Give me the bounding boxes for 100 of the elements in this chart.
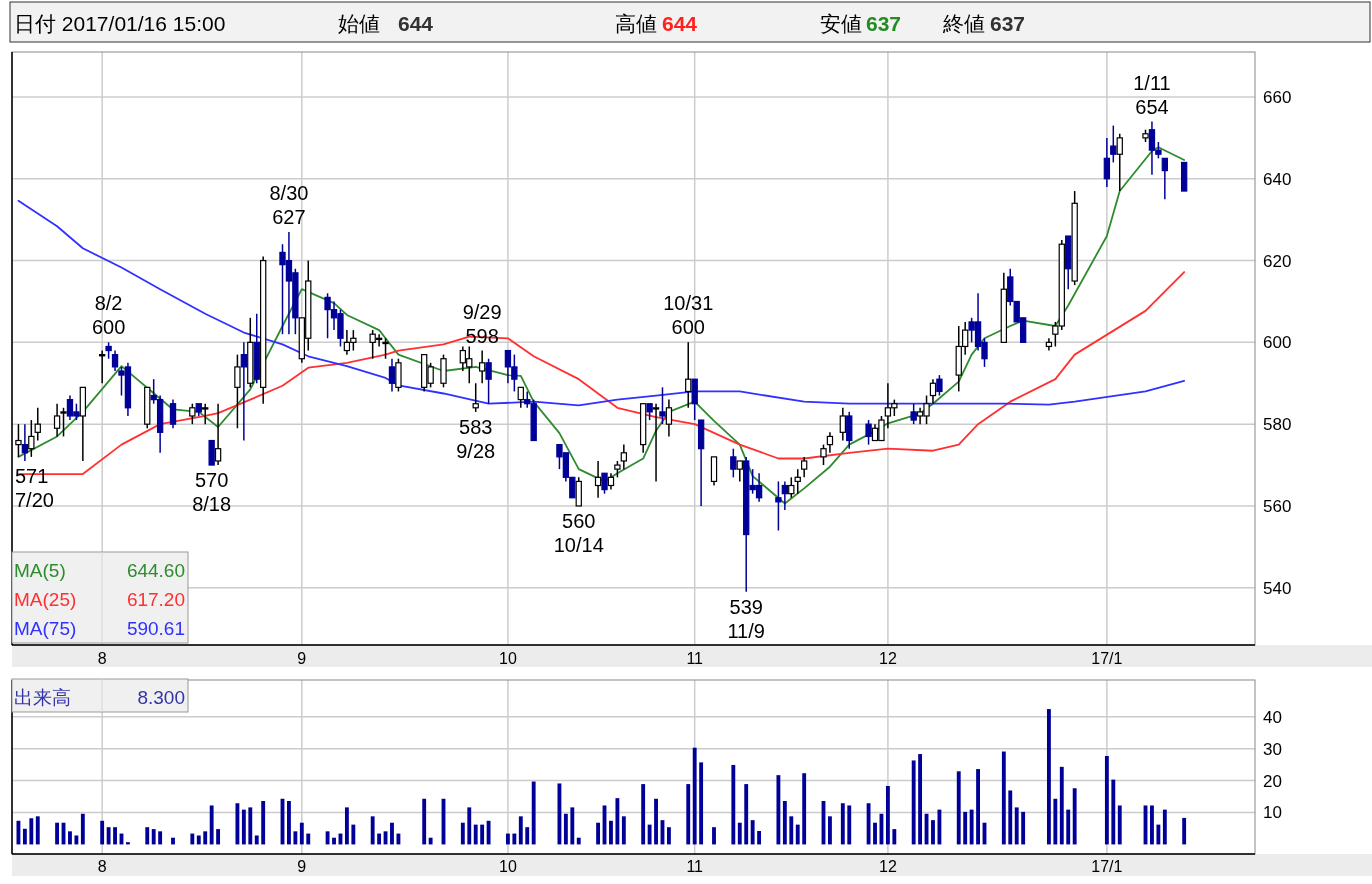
bar xyxy=(1053,798,1058,845)
bar xyxy=(171,837,175,845)
bar xyxy=(963,811,968,845)
text: 安値 xyxy=(820,12,862,35)
candlestick xyxy=(517,386,524,409)
text: 637 xyxy=(866,12,902,35)
bar xyxy=(422,798,427,845)
bar xyxy=(1117,805,1122,845)
bar xyxy=(576,837,581,845)
annotation: 10/31 600 xyxy=(663,292,714,339)
y-tick-label: 620 xyxy=(1263,251,1292,271)
x-tick-label: 8 xyxy=(97,858,107,875)
candlestick xyxy=(910,402,917,425)
bar xyxy=(467,807,472,845)
bar xyxy=(254,835,259,845)
bar xyxy=(248,807,253,845)
bar xyxy=(505,833,510,845)
text: 終値 xyxy=(942,12,985,35)
bar xyxy=(235,803,240,845)
candlestick xyxy=(601,472,608,495)
bar xyxy=(892,829,897,845)
candlestick xyxy=(485,357,492,405)
bar xyxy=(931,820,935,845)
bar xyxy=(428,837,433,845)
candlestick xyxy=(234,353,241,429)
bar xyxy=(1182,817,1187,845)
candlestick xyxy=(685,341,692,409)
bar xyxy=(621,816,626,845)
bar xyxy=(261,801,266,845)
bar xyxy=(190,833,195,845)
bar xyxy=(325,831,330,845)
candlestick xyxy=(53,402,61,438)
x-tick-label: 12 xyxy=(879,858,897,875)
x-tick-label: 8 xyxy=(97,650,107,667)
x-tick-label: 17/1 xyxy=(1091,650,1123,667)
y-tick-label: 20 xyxy=(1263,771,1282,791)
bar xyxy=(512,833,517,845)
candlestick xyxy=(826,431,834,454)
bar xyxy=(293,831,298,845)
bar xyxy=(518,816,523,845)
candlestick xyxy=(202,402,209,425)
y-tick-label: 540 xyxy=(1263,578,1292,598)
candlestick xyxy=(865,419,872,446)
bar xyxy=(299,822,304,845)
bar xyxy=(969,809,974,845)
bar xyxy=(976,769,980,845)
bar xyxy=(1150,805,1154,845)
bar xyxy=(370,816,375,845)
bar xyxy=(795,824,800,845)
bar xyxy=(351,824,356,845)
bar xyxy=(847,805,852,845)
annotation: 644.60 xyxy=(126,560,185,581)
bar xyxy=(525,827,530,845)
annotation: 8/30 627 xyxy=(269,181,309,228)
bar xyxy=(145,827,150,845)
bar xyxy=(866,803,871,845)
bar xyxy=(473,824,478,845)
candlestick xyxy=(775,480,782,532)
bar xyxy=(570,807,575,845)
legend: MA(5) 644.60 MA(25) 617.20 MA(75) 590.61 xyxy=(11,551,189,644)
y-tick-label: 640 xyxy=(1263,169,1292,189)
bar xyxy=(641,784,646,845)
bar xyxy=(1162,809,1167,845)
candlestick xyxy=(382,337,389,360)
annotation: 583 9/28 xyxy=(456,415,496,462)
candlestick xyxy=(15,423,22,458)
bar xyxy=(486,820,491,845)
bar xyxy=(377,833,382,845)
candlestick xyxy=(788,476,795,499)
x-tick-label: 10 xyxy=(499,858,517,875)
bar xyxy=(332,837,336,845)
bar xyxy=(1008,790,1013,845)
bar xyxy=(1104,755,1109,845)
bar xyxy=(196,835,201,845)
bar xyxy=(802,773,807,845)
candlestick xyxy=(1110,124,1117,164)
text: 644 xyxy=(662,12,698,35)
bar xyxy=(35,816,40,845)
bar xyxy=(1059,766,1064,845)
candlestick xyxy=(659,386,666,425)
annotation: 560 10/14 xyxy=(553,509,604,556)
annotation: 539 11/9 xyxy=(727,595,765,642)
bar xyxy=(306,833,311,845)
bar xyxy=(828,816,832,845)
candlestick xyxy=(21,423,29,462)
text: 始値 xyxy=(338,12,380,35)
text: 644 xyxy=(398,12,434,35)
bar xyxy=(396,833,401,845)
bar xyxy=(344,807,349,845)
candlestick xyxy=(478,349,486,385)
bar xyxy=(100,820,105,845)
candlestick xyxy=(652,402,660,483)
candlestick xyxy=(214,402,222,466)
x-tick-label: 9 xyxy=(297,858,307,875)
bar xyxy=(203,831,208,845)
bar xyxy=(737,822,742,845)
annotation: 8/2 600 xyxy=(91,292,126,339)
bar xyxy=(911,760,916,845)
annotation: 1/11 654 xyxy=(1133,71,1171,118)
candlestick xyxy=(936,374,943,397)
